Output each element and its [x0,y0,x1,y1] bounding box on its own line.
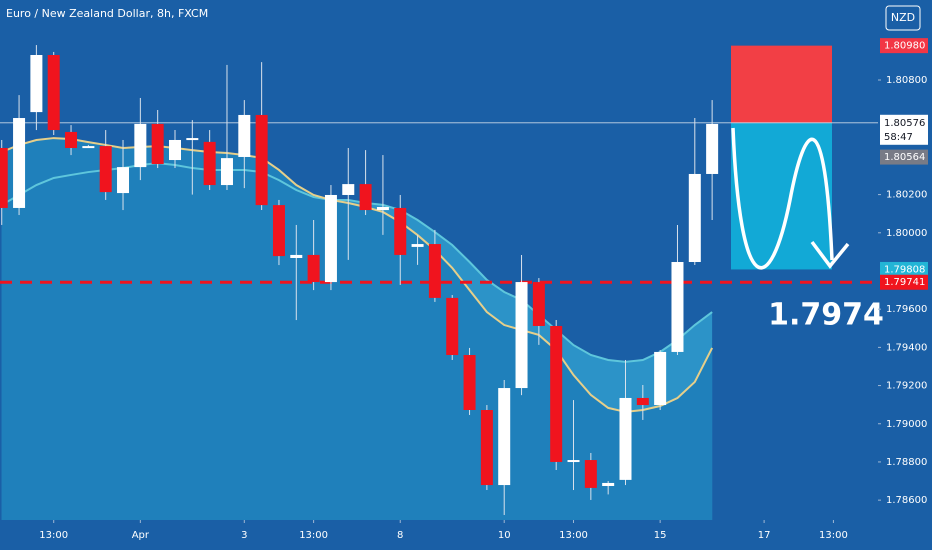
candle-body [428,244,441,298]
price-label-box [880,274,928,290]
candle-body [342,184,355,195]
x-tick-label: 15 [654,530,667,541]
x-tick-label: 3 [241,530,247,541]
candle-body [134,123,147,168]
candle-body [636,397,649,406]
chart-title: Euro / New Zealand Dollar, 8h, FXCM [6,7,208,20]
candle-body [446,297,459,356]
projection-arrowhead [810,240,850,269]
x-tick-label: 13:00 [559,530,588,541]
candle-body [47,54,60,131]
candle-body [203,141,216,186]
price-label: 1.80564 [884,152,925,163]
candle-body [706,123,719,174]
x-tick-label: 13:00 [819,530,848,541]
candle-body [307,254,320,283]
candle-body [324,194,337,283]
y-tick-label: 1.79000 [886,419,927,430]
price-label-box [880,261,928,277]
candle-body [13,118,26,208]
y-tick-label: 1.80200 [886,190,927,201]
price-label: 1.80980 [884,41,925,52]
candle-body [290,254,303,258]
candle-body [0,147,8,208]
countdown: 58:47 [884,132,913,143]
projection-curve [731,127,834,270]
candle-body [671,262,684,352]
candle-body [169,139,181,161]
candle-body [82,146,95,149]
y-tick-label: 1.79600 [886,304,927,315]
candle-body [532,282,545,326]
candle-body [550,325,563,462]
x-tick-label: 13:00 [299,530,328,541]
candle-body [238,114,251,157]
candle-body [584,460,597,488]
candle-body [255,114,268,206]
currency-button[interactable] [885,5,921,31]
candle-body [220,158,233,186]
price-label-box [880,149,928,165]
candle-body [99,146,112,193]
price-label-box [880,114,928,145]
y-tick-label: 1.78800 [886,457,927,468]
x-tick-label: 10 [498,530,511,541]
ma-area [1,138,713,521]
candle-body [515,282,528,389]
x-tick-label: 8 [397,530,403,541]
candle-body [359,184,372,211]
y-tick-label: 1.79400 [886,342,927,353]
x-tick-label: 17 [758,530,771,541]
candle-body [186,138,199,141]
currency-label: NZD [891,11,915,24]
candle-body [480,410,493,486]
x-tick-label: 13:00 [39,530,68,541]
price-label: 1.79741 [884,277,925,288]
plot-area [0,45,878,521]
candle-body [117,167,130,194]
price-label: 1.79808 [884,264,925,275]
y-tick-label: 1.80800 [886,75,927,86]
candle-body [602,482,615,487]
price-label: 1.80576 [884,118,925,129]
candle-body [30,54,43,113]
candle-body [376,207,389,211]
price-label-box [880,38,928,54]
y-tick-label: 1.79200 [886,381,927,392]
candle-body [619,397,632,480]
y-tick-label: 1.78600 [886,495,927,506]
candle-body [688,173,701,263]
candle-body [567,460,580,463]
candle-body [411,244,424,247]
stop-zone [731,45,832,123]
y-tick-label: 1.80000 [886,228,927,239]
level-annotation: 1.7974 [768,298,884,333]
candle-body [65,131,78,148]
candle-body [498,388,511,486]
ma-line [1,137,714,413]
candle-body [463,355,476,411]
candle-body [272,205,285,257]
candle-body [151,123,164,165]
candle-body [654,351,667,406]
candle-body [394,207,407,255]
x-tick-label: Apr [132,530,150,541]
